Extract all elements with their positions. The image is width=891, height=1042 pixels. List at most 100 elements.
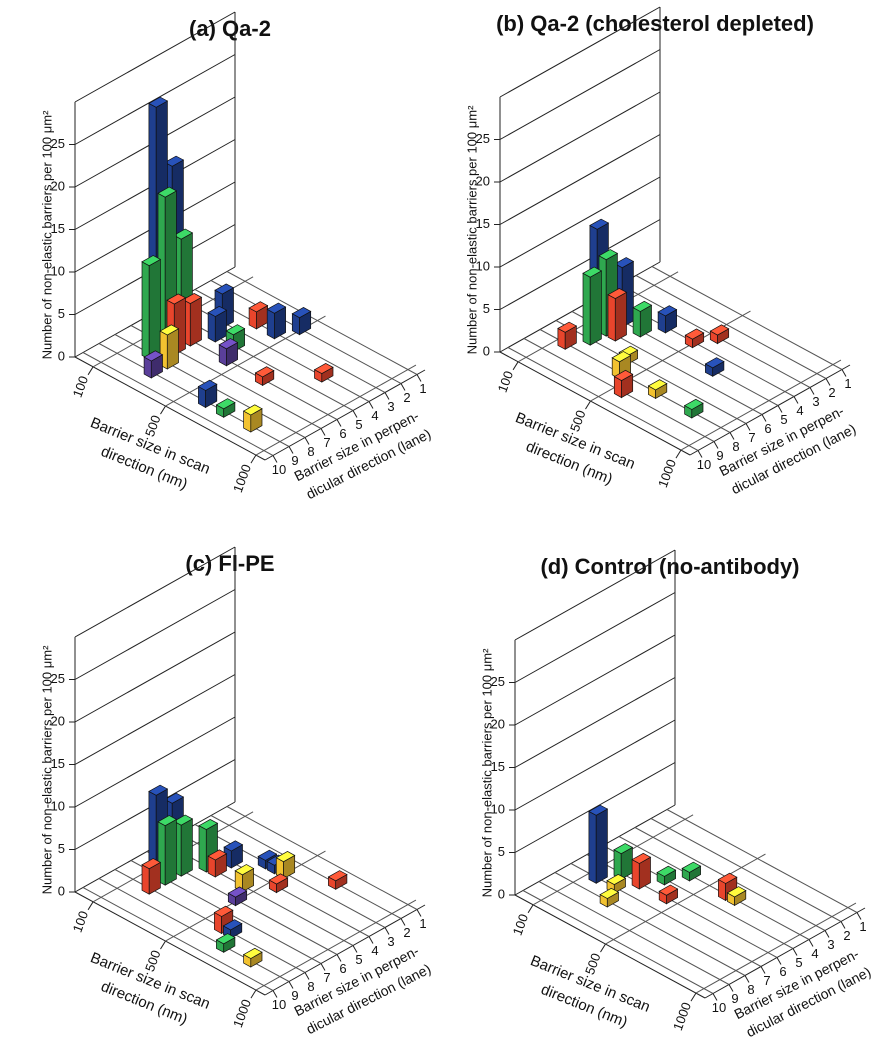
z-tick: [352, 945, 358, 953]
y-tick-label: 5: [58, 841, 65, 856]
y-tick-label: 25: [51, 136, 65, 151]
z-tick-label: 3: [387, 934, 394, 949]
x-tick: [87, 901, 94, 911]
grid-line: [538, 881, 730, 985]
bar-face: [588, 810, 597, 884]
z-tick: [713, 441, 719, 449]
z-tick-label: 3: [827, 937, 834, 952]
z-tick: [729, 432, 735, 440]
x-tick-label: 500: [142, 413, 164, 439]
bar: [268, 873, 289, 894]
x-tick-label: 1000: [230, 462, 254, 494]
y-axis-label: Number of non-elastic barriers per 100 μ…: [464, 105, 479, 354]
bar: [223, 840, 244, 869]
bar-top: [607, 288, 628, 299]
z-tick: [841, 369, 847, 377]
z-axis: [264, 904, 426, 996]
panel-title: (d) Control (no-antibody): [540, 554, 799, 579]
bar: [173, 814, 194, 877]
bar-face: [141, 261, 150, 360]
y-tick-label: 10: [476, 258, 490, 273]
z-tick-label: 8: [732, 439, 739, 454]
z-tick-label: 5: [795, 955, 802, 970]
grid-line: [522, 890, 714, 994]
bar-top: [164, 792, 185, 804]
bar: [207, 305, 228, 343]
z-tick-label: 2: [403, 390, 410, 405]
y-tick-label: 0: [483, 343, 490, 358]
bar: [658, 884, 679, 905]
z-tick: [825, 378, 831, 386]
z-tick-label: 5: [780, 412, 787, 427]
grid-line: [255, 364, 417, 456]
z-tick: [272, 990, 278, 998]
y-tick-label: 15: [476, 216, 490, 231]
x-tick: [160, 940, 166, 950]
bar: [657, 305, 678, 334]
bar: [607, 288, 628, 342]
z-tick-label: 4: [811, 946, 818, 961]
bar-top: [614, 257, 635, 269]
z-tick-label: 7: [748, 430, 755, 445]
bar: [684, 328, 705, 349]
bar-top: [599, 887, 620, 899]
x-tick-label: 1000: [670, 1000, 694, 1032]
bar-top: [656, 865, 677, 877]
wall-edge: [74, 11, 236, 103]
z-tick: [761, 414, 767, 422]
bar-top: [141, 858, 162, 870]
y-tick-label: 10: [491, 801, 505, 816]
z-tick: [288, 446, 294, 454]
y-tick-label: 5: [498, 844, 505, 859]
z-tick: [824, 930, 830, 938]
y-tick-label: 25: [476, 131, 490, 146]
z-axis: [704, 907, 866, 999]
z-tick: [777, 405, 783, 413]
x-tick: [527, 904, 534, 914]
bar-face: [207, 312, 216, 343]
y-tick-label: 20: [51, 713, 65, 728]
x-tick-label: 100: [510, 912, 532, 938]
y-tick-label: 25: [51, 671, 65, 686]
grid-line: [74, 674, 236, 765]
bar-side: [166, 328, 179, 370]
bar: [143, 350, 164, 379]
z-tick: [320, 428, 326, 436]
x-tick: [512, 361, 519, 371]
panel: (b) Qa-2 (cholesterol depleted) Number of…: [464, 6, 858, 497]
grid-line: [507, 347, 699, 451]
z-tick: [745, 423, 751, 431]
z-tick-label: 9: [291, 453, 298, 468]
bar-side: [614, 291, 627, 342]
grid-line: [680, 359, 842, 451]
grid-line: [695, 902, 857, 994]
z-tick: [288, 981, 294, 989]
bar: [291, 306, 312, 336]
bar-top: [589, 218, 610, 230]
x-axis: [74, 356, 266, 461]
grid-line: [499, 49, 661, 140]
bar-side: [148, 258, 161, 360]
bar-top: [557, 321, 578, 333]
z-tick-label: 10: [712, 1000, 726, 1015]
z-tick-label: 10: [272, 997, 286, 1012]
x-tick: [87, 366, 94, 376]
bar-top: [234, 864, 255, 876]
grid-line: [514, 677, 676, 768]
z-tick-label: 2: [828, 385, 835, 400]
grid-line: [514, 592, 676, 683]
bar-top: [684, 328, 705, 340]
z-tick: [744, 975, 750, 983]
bar-top: [148, 784, 169, 796]
x-tick-label: 1000: [230, 997, 254, 1029]
bar: [599, 887, 620, 908]
z-tick: [336, 954, 342, 962]
bar: [234, 864, 255, 893]
bar-top: [613, 369, 634, 382]
bar: [647, 379, 668, 399]
x-tick: [690, 992, 697, 1002]
z-tick: [792, 948, 798, 956]
y-tick-label: 5: [58, 306, 65, 321]
y-tick-label: 15: [491, 759, 505, 774]
z-tick-label: 10: [272, 462, 286, 477]
